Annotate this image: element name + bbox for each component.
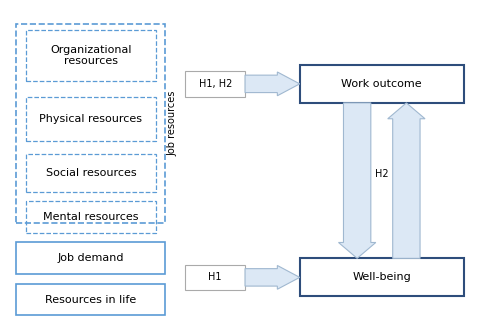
Text: Job resources: Job resources: [168, 91, 178, 156]
Text: Job demand: Job demand: [58, 253, 124, 263]
Text: Mental resources: Mental resources: [43, 212, 138, 222]
Bar: [26, 30, 156, 81]
Text: H1: H1: [208, 272, 222, 282]
Bar: [16, 24, 166, 223]
Bar: [300, 258, 464, 296]
Bar: [16, 243, 166, 274]
Bar: [16, 284, 166, 316]
Text: Well-being: Well-being: [352, 272, 411, 282]
Text: Work outcome: Work outcome: [342, 79, 422, 89]
Bar: [186, 265, 245, 290]
Bar: [26, 201, 156, 233]
Bar: [300, 65, 464, 103]
Text: Social resources: Social resources: [46, 168, 136, 178]
Polygon shape: [245, 72, 300, 96]
Text: Resources in life: Resources in life: [46, 295, 136, 305]
Polygon shape: [338, 103, 376, 258]
Bar: [26, 154, 156, 192]
Text: Physical resources: Physical resources: [40, 114, 142, 124]
Bar: [186, 71, 245, 97]
Text: H1, H2: H1, H2: [198, 79, 232, 89]
Polygon shape: [388, 103, 425, 258]
Polygon shape: [245, 266, 300, 289]
Bar: [26, 97, 156, 141]
Text: H2: H2: [375, 169, 388, 179]
Text: Organizational
resources: Organizational resources: [50, 44, 132, 66]
